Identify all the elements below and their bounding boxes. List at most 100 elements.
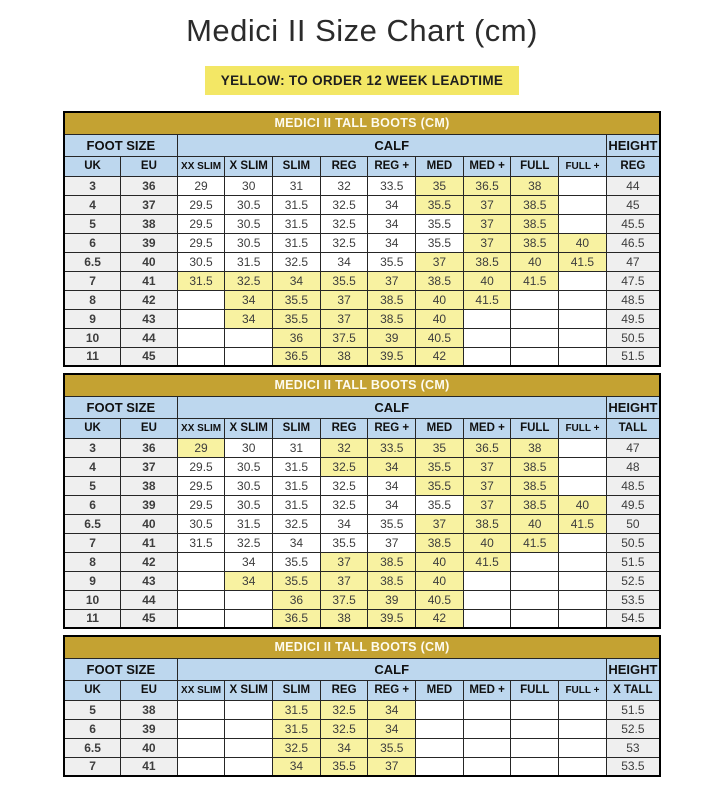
- calf-measurement-cell: 31.5: [272, 213, 321, 234]
- calf-measurement-cell: [558, 346, 607, 367]
- calf-measurement-cell: [558, 699, 607, 720]
- calf-measurement-cell: 31: [272, 175, 321, 196]
- height-cell: 48.5: [605, 289, 661, 310]
- height-cell: 50.5: [605, 532, 661, 553]
- calf-measurement-cell: [510, 327, 560, 348]
- calf-measurement-cell: 39: [367, 589, 417, 610]
- leadtime-banner: YELLOW: TO ORDER 12 WEEK LEADTIME: [204, 66, 520, 95]
- calf-measurement-cell: 39: [367, 327, 417, 348]
- calf-measurement-cell: 34: [367, 194, 417, 215]
- calf-measurement-cell: [462, 327, 512, 348]
- uk-size-cell: 10: [63, 327, 122, 348]
- calf-column-header: FULL: [510, 417, 560, 439]
- calf-measurement-cell: 35.5: [319, 270, 369, 291]
- calf-measurement-cell: 31.5: [176, 270, 226, 291]
- table-row: 9 43 34 35.5 37 38.5 40 52.5: [63, 570, 661, 591]
- calf-measurement-cell: [558, 532, 607, 553]
- calf-measurement-cell: [224, 589, 274, 610]
- calf-measurement-cell: [224, 699, 274, 720]
- calf-measurement-cell: 38.5: [510, 194, 560, 215]
- uk-size-cell: 8: [63, 551, 122, 572]
- calf-measurement-cell: [558, 551, 607, 572]
- calf-measurement-cell: 32.5: [319, 232, 369, 253]
- calf-measurement-cell: 37: [462, 494, 512, 515]
- calf-measurement-cell: [462, 608, 512, 629]
- calf-measurement-cell: [510, 756, 560, 777]
- height-cell: 44: [605, 175, 661, 196]
- uk-size-cell: 6: [63, 718, 122, 739]
- size-tables-container: MEDICI II TALL BOOTS (CM) FOOT SIZE CALF HE…: [63, 111, 661, 777]
- calf-measurement-cell: [224, 718, 274, 739]
- calf-measurement-cell: 42: [415, 608, 464, 629]
- calf-column-header: XX SLIM: [176, 417, 226, 439]
- calf-measurement-cell: 30: [224, 437, 274, 458]
- calf-measurement-cell: 31.5: [272, 494, 321, 515]
- table-row: 9 43 34 35.5 37 38.5 40 49.5: [63, 308, 661, 329]
- eu-size-cell: 38: [120, 699, 178, 720]
- calf-column-header: MED: [415, 679, 464, 701]
- calf-measurement-cell: 35.5: [367, 513, 417, 534]
- eu-size-cell: 41: [120, 270, 178, 291]
- calf-measurement-cell: 31.5: [176, 532, 226, 553]
- height-cell: 50.5: [605, 327, 661, 348]
- calf-measurement-cell: 31.5: [224, 513, 274, 534]
- table-row: 6.5 40 30.5 31.5 32.5 34 35.5 37 38.5 40 41.5 47: [63, 251, 661, 272]
- calf-measurement-cell: 38.5: [415, 532, 464, 553]
- eu-size-cell: 43: [120, 570, 178, 591]
- calf-measurement-cell: [176, 608, 226, 629]
- calf-measurement-cell: [462, 308, 512, 329]
- calf-measurement-cell: 32.5: [319, 194, 369, 215]
- calf-measurement-cell: 41.5: [462, 551, 512, 572]
- size-table-3: MEDICI II TALL BOOTS (CM) FOOT SIZE CALF HE…: [63, 635, 661, 777]
- calf-measurement-cell: 35.5: [415, 456, 464, 477]
- table-row: 10 44 36 37.5 39 40.5 50.5: [63, 327, 661, 348]
- calf-measurement-cell: 29.5: [176, 194, 226, 215]
- uk-size-cell: 11: [63, 608, 122, 629]
- calf-measurement-cell: 31.5: [224, 251, 274, 272]
- calf-measurement-cell: [462, 589, 512, 610]
- uk-size-cell: 7: [63, 756, 122, 777]
- calf-measurement-cell: [558, 194, 607, 215]
- uk-size-cell: 3: [63, 175, 122, 196]
- calf-measurement-cell: 30.5: [176, 513, 226, 534]
- calf-column-header: REG +: [367, 417, 417, 439]
- calf-measurement-cell: 29.5: [176, 494, 226, 515]
- calf-group-header: CALF: [176, 133, 607, 157]
- calf-measurement-cell: 34: [367, 494, 417, 515]
- calf-measurement-cell: 35.5: [415, 213, 464, 234]
- uk-size-cell: 6: [63, 232, 122, 253]
- calf-measurement-cell: [558, 327, 607, 348]
- calf-measurement-cell: 31: [272, 437, 321, 458]
- calf-measurement-cell: [510, 589, 560, 610]
- calf-measurement-cell: 35.5: [415, 232, 464, 253]
- calf-measurement-cell: 38.5: [367, 289, 417, 310]
- calf-measurement-cell: 29: [176, 437, 226, 458]
- calf-measurement-cell: 40: [415, 551, 464, 572]
- calf-measurement-cell: 37: [415, 251, 464, 272]
- calf-column-header: X SLIM: [224, 155, 274, 177]
- calf-measurement-cell: [510, 718, 560, 739]
- calf-measurement-cell: [510, 289, 560, 310]
- calf-measurement-cell: 35.5: [367, 251, 417, 272]
- size-table-2: MEDICI II TALL BOOTS (CM) FOOT SIZE CALF HE…: [63, 373, 661, 629]
- calf-measurement-cell: 38: [510, 437, 560, 458]
- calf-column-header: SLIM: [272, 417, 321, 439]
- calf-measurement-cell: 38.5: [510, 475, 560, 496]
- calf-measurement-cell: 37: [319, 308, 369, 329]
- page-title: Medici II Size Chart (cm): [186, 13, 538, 48]
- height-group-header: HEIGHT: [605, 133, 661, 157]
- calf-measurement-cell: 36.5: [272, 608, 321, 629]
- height-cell: 53: [605, 737, 661, 758]
- calf-measurement-cell: 37: [367, 532, 417, 553]
- calf-group-header: CALF: [176, 395, 607, 419]
- height-cell: 53.5: [605, 589, 661, 610]
- height-group-header: HEIGHT: [605, 657, 661, 681]
- calf-measurement-cell: [462, 718, 512, 739]
- calf-measurement-cell: [224, 756, 274, 777]
- calf-measurement-cell: [415, 756, 464, 777]
- calf-column-header: FULL: [510, 155, 560, 177]
- table-row: 6 39 29.5 30.5 31.5 32.5 34 35.5 37 38.5 40 49.5: [63, 494, 661, 515]
- calf-measurement-cell: 40: [462, 532, 512, 553]
- calf-column-header: REG +: [367, 155, 417, 177]
- height-group-header: HEIGHT: [605, 395, 661, 419]
